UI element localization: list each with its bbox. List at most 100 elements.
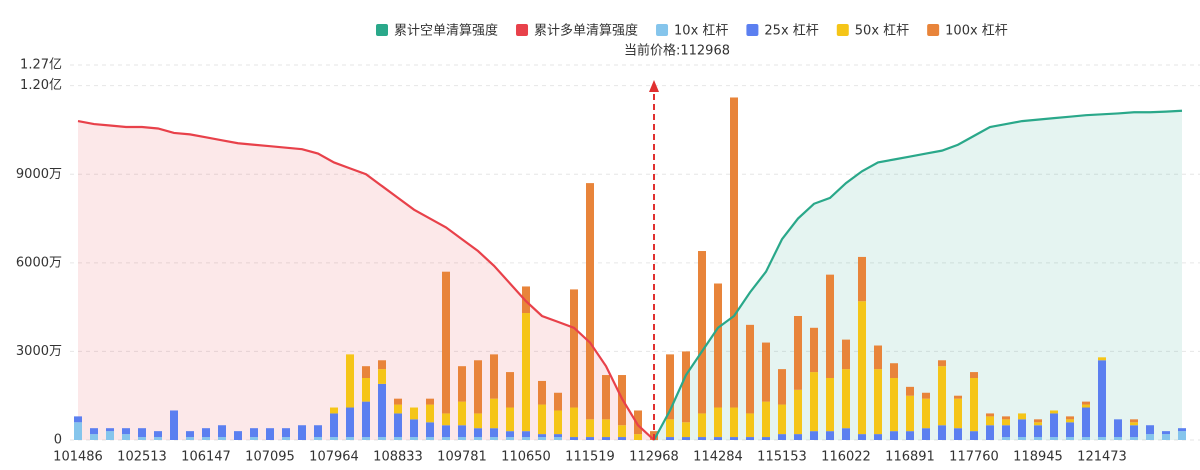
bar-segment	[682, 351, 690, 423]
bar-segment	[890, 431, 898, 440]
bar-segment	[906, 395, 914, 432]
bar-segment	[842, 428, 850, 440]
bar-segment	[890, 377, 898, 432]
legend-label: 100x 杠杆	[945, 23, 1008, 39]
bar-segment	[714, 283, 722, 408]
bar-segment	[1034, 419, 1042, 423]
bar-segment	[362, 366, 370, 378]
x-tick-label: 111519	[565, 450, 615, 465]
x-tick-label: 101486	[53, 450, 103, 465]
bar-segment	[858, 256, 866, 302]
bar-segment	[682, 437, 690, 440]
bar-segment	[490, 398, 498, 429]
bar-segment	[1162, 434, 1170, 440]
x-tick-label: 116891	[885, 450, 935, 465]
bar-segment	[1066, 422, 1074, 438]
bar-segment	[778, 369, 786, 405]
bar-segment	[346, 437, 354, 440]
bar-segment	[474, 360, 482, 414]
bar-segment	[858, 434, 866, 440]
legend-label: 50x 杠杆	[855, 23, 909, 39]
bar-segment	[1178, 428, 1186, 432]
y-tick-label: 3000万	[16, 344, 62, 359]
bar-segment	[714, 437, 722, 440]
bar-segment	[586, 437, 594, 440]
bar-segment	[1130, 419, 1138, 423]
bar-segment	[426, 398, 434, 405]
bar-segment	[1002, 416, 1010, 420]
bar-segment	[138, 437, 146, 440]
bar-segment	[938, 425, 946, 440]
current-price-label: 当前价格:112968	[624, 43, 730, 59]
legend-swatch	[836, 24, 849, 36]
bar-segment	[922, 428, 930, 440]
bar-segment	[1114, 419, 1122, 438]
bar-segment	[698, 437, 706, 440]
bar-segment	[538, 437, 546, 440]
bar-segment	[810, 327, 818, 373]
bar-segment	[330, 413, 338, 438]
y-tick-label: 9000万	[16, 167, 62, 182]
y-tick-label: 6000万	[16, 255, 62, 270]
bar-segment	[282, 437, 290, 440]
bar-segment	[170, 410, 178, 440]
bar-segment	[1162, 431, 1170, 435]
bar-segment	[714, 407, 722, 438]
bar-segment	[538, 404, 546, 435]
bar-segment	[410, 407, 418, 420]
x-tick-label: 107964	[309, 450, 359, 465]
bar-segment	[1082, 407, 1090, 438]
bar-segment	[314, 437, 322, 440]
bar-segment	[426, 404, 434, 423]
legend-swatch	[376, 24, 388, 36]
x-tick-label: 112968	[629, 450, 679, 465]
bar-segment	[1018, 413, 1026, 420]
bar-segment	[746, 324, 754, 414]
bar-segment	[346, 407, 354, 438]
bar-segment	[762, 342, 770, 402]
bar-segment	[490, 354, 498, 399]
bar-segment	[810, 372, 818, 432]
bar-segment	[762, 401, 770, 438]
x-tick-label: 117760	[949, 450, 999, 465]
bar-segment	[794, 315, 802, 390]
bar-segment	[842, 369, 850, 429]
bar-segment	[746, 437, 754, 440]
bar-segment	[618, 437, 626, 440]
bar-segment	[154, 437, 162, 440]
bar-segment	[746, 413, 754, 438]
bar-segment	[874, 345, 882, 370]
bar-segment	[778, 434, 786, 440]
bar-segment	[938, 360, 946, 367]
bar-segment	[474, 428, 482, 438]
x-tick-label: 109781	[437, 450, 487, 465]
line	[653, 109, 1183, 441]
bar-segment	[586, 183, 594, 420]
bar-segment	[442, 271, 450, 414]
bar-segment	[442, 413, 450, 426]
bar-segment	[106, 431, 114, 440]
bar-segment	[970, 372, 978, 378]
bar-segment	[954, 398, 962, 429]
bar-segment	[330, 407, 338, 414]
bar-segment	[202, 428, 210, 438]
legend-label: 25x 杠杆	[764, 23, 818, 39]
bar-segment	[154, 431, 162, 438]
bar-segment	[602, 419, 610, 438]
bar-segment	[826, 431, 834, 440]
bar-segment	[282, 428, 290, 438]
bar-segment	[554, 392, 562, 411]
x-tick-label: 102513	[117, 450, 167, 465]
bar-segment	[426, 437, 434, 440]
bar-segment	[218, 437, 226, 440]
bar-segment	[74, 416, 82, 423]
bar-segment	[1050, 437, 1058, 440]
bar-segment	[602, 437, 610, 440]
bar-segment	[250, 428, 258, 438]
bar-segment	[1098, 437, 1106, 440]
bar-segment	[938, 366, 946, 426]
x-tick-label: 106147	[181, 450, 231, 465]
bar-segment	[490, 437, 498, 440]
bar-segment	[570, 437, 578, 440]
